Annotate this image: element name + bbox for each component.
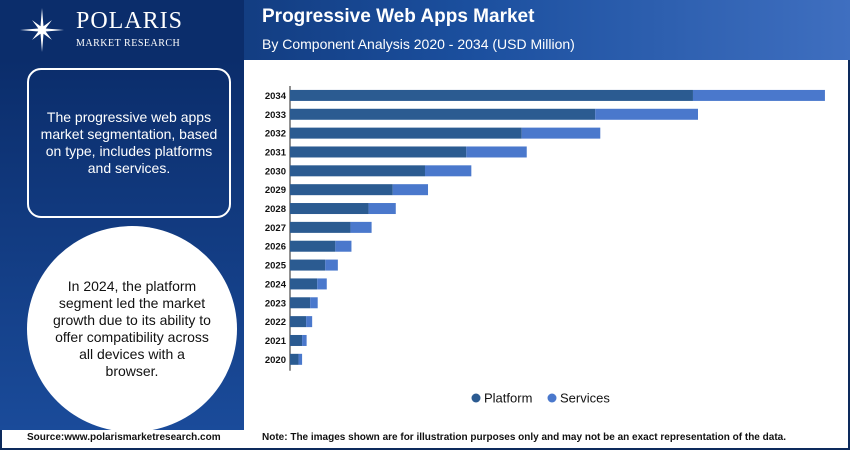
y-tick-label: 2028 xyxy=(265,204,286,215)
y-tick-label: 2023 xyxy=(265,298,286,309)
bar-services-2032 xyxy=(521,127,601,139)
bar-platform-2028 xyxy=(290,203,369,215)
y-tick-label: 2031 xyxy=(265,147,287,158)
bar-platform-2032 xyxy=(290,127,522,139)
bar-chart: 2034 2033 2032 2031 2030 2029 2028 2027 2026 2025… xyxy=(265,86,825,406)
bar-platform-2022 xyxy=(290,316,307,328)
bar-services-2028 xyxy=(368,203,396,215)
bar-platform-2029 xyxy=(290,184,393,196)
bar-services-2023 xyxy=(310,297,318,309)
segmentation-box: The progressive web apps market segmenta… xyxy=(27,68,231,218)
bar-services-2027 xyxy=(350,221,372,233)
bar-services-2025 xyxy=(325,259,338,271)
bar-platform-2034 xyxy=(290,89,693,101)
bar-services-2030 xyxy=(424,165,472,177)
star-logo-icon xyxy=(20,8,64,52)
bar-platform-2021 xyxy=(290,334,303,346)
bar-services-2021 xyxy=(302,334,307,346)
legend-label-platform: Platform xyxy=(484,391,532,406)
bar-services-2029 xyxy=(392,184,429,196)
bar-platform-2031 xyxy=(290,146,467,158)
bar-platform-2023 xyxy=(290,297,311,309)
bar-services-2034 xyxy=(692,89,825,101)
bar-platform-2033 xyxy=(290,108,596,120)
chart-title: Progressive Web Apps Market xyxy=(262,6,535,27)
bar-platform-2020 xyxy=(290,353,299,365)
bar-platform-2026 xyxy=(290,240,336,252)
bar-services-2024 xyxy=(317,278,327,290)
y-tick-label: 2033 xyxy=(265,110,286,121)
chart-subtitle: By Component Analysis 2020 - 2034 (USD M… xyxy=(262,36,575,52)
bar-services-2022 xyxy=(306,316,313,328)
brand-tagline: MARKET RESEARCH xyxy=(76,38,181,49)
y-tick-label: 2027 xyxy=(265,223,286,234)
legend-marker-services xyxy=(547,393,557,403)
disclaimer-note: Note: The images shown are for illustrat… xyxy=(262,432,786,443)
header-bar: POLARIS MARKET RESEARCH Progressive Web … xyxy=(0,0,850,60)
brand-name: POLARIS xyxy=(76,8,184,34)
y-tick-label: 2034 xyxy=(265,91,287,102)
segmentation-text: The progressive web apps market segmenta… xyxy=(40,109,218,176)
y-tick-label: 2022 xyxy=(265,317,286,328)
highlight-text: In 2024, the platform segment led the ma… xyxy=(53,278,211,379)
bar-platform-2027 xyxy=(290,221,351,233)
bar-platform-2025 xyxy=(290,259,326,271)
legend-label-services: Services xyxy=(560,391,610,406)
y-tick-label: 2029 xyxy=(265,185,286,196)
y-tick-label: 2030 xyxy=(265,166,286,177)
y-tick-label: 2020 xyxy=(265,355,286,366)
logo: POLARIS MARKET RESEARCH xyxy=(0,0,244,60)
y-tick-label: 2021 xyxy=(265,336,287,347)
source-text: Source:www.polarismarketresearch.com xyxy=(27,432,221,443)
bar-services-2020 xyxy=(298,353,303,365)
bar-services-2031 xyxy=(466,146,527,158)
bar-services-2033 xyxy=(595,108,698,120)
y-tick-label: 2024 xyxy=(265,279,287,290)
legend-marker-platform xyxy=(471,393,481,403)
bar-platform-2030 xyxy=(290,165,425,177)
y-tick-label: 2025 xyxy=(265,261,287,272)
bar-services-2026 xyxy=(335,240,352,252)
highlight-circle: In 2024, the platform segment led the ma… xyxy=(27,226,237,432)
y-tick-label: 2032 xyxy=(265,129,286,140)
y-tick-label: 2026 xyxy=(265,242,286,253)
bar-platform-2024 xyxy=(290,278,318,290)
